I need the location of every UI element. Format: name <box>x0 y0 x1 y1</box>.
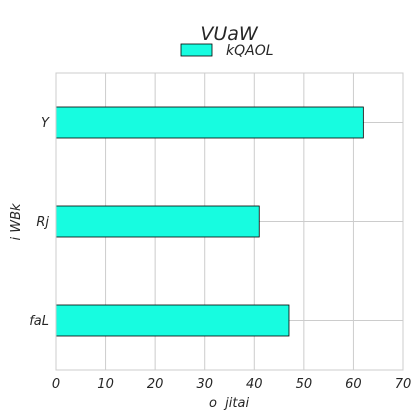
y-tick-label: faL <box>29 314 49 329</box>
x-tick-label: 30 <box>196 377 213 392</box>
x-tick-label: 50 <box>296 377 313 392</box>
bars <box>55 106 364 337</box>
x-tick-label: 40 <box>246 377 263 392</box>
x-tick-label: 60 <box>345 377 362 392</box>
bar-fal <box>55 304 290 337</box>
x-tick-label: 20 <box>147 377 164 392</box>
x-tick-label: 10 <box>97 377 114 392</box>
y-tick-label: Rj <box>36 215 49 230</box>
x-axis-label: o jitai <box>209 396 250 411</box>
legend: kQAOL <box>180 43 274 59</box>
y-tick-labels: Y Rj faL <box>29 116 50 329</box>
y-tick-label: Y <box>41 116 50 131</box>
bar-y <box>55 106 364 139</box>
x-tick-labels: 0 10 20 30 40 50 60 70 <box>52 377 411 392</box>
legend-label-kqaol: kQAOL <box>226 43 274 59</box>
x-tick-label: 0 <box>52 377 60 392</box>
plot-frame <box>55 72 404 371</box>
bar-rj <box>55 205 260 238</box>
chart-title: VUaW <box>200 23 259 45</box>
x-tick-label: 70 <box>395 377 412 392</box>
y-axis-label: i WBk <box>9 203 24 241</box>
legend-swatch <box>180 43 213 57</box>
